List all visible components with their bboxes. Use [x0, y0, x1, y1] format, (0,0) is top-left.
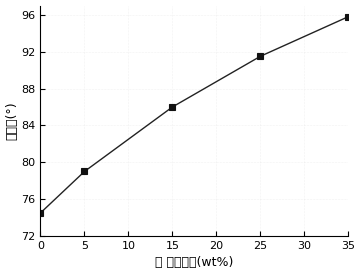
X-axis label: 蕽 麻油含量(wt%): 蕽 麻油含量(wt%)	[155, 257, 234, 269]
Y-axis label: 接触角(°): 接触角(°)	[5, 101, 18, 140]
